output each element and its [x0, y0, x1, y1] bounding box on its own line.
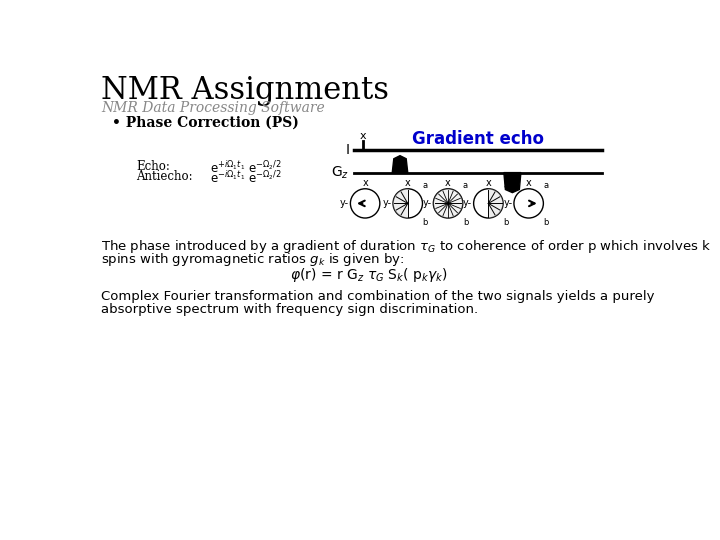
Text: The phase introduced by a gradient of duration $\tau_G$ to coherence of order p : The phase introduced by a gradient of du…	[101, 238, 711, 255]
Wedge shape	[433, 189, 463, 218]
Text: y-: y-	[463, 198, 472, 208]
Text: Complex Fourier transformation and combination of the two signals yields a purel: Complex Fourier transformation and combi…	[101, 289, 654, 302]
Text: y-: y-	[340, 198, 349, 208]
Text: absorptive spectrum with frequency sign discrimination.: absorptive spectrum with frequency sign …	[101, 303, 478, 316]
Text: a: a	[463, 181, 468, 190]
Text: x: x	[485, 178, 491, 188]
Text: b: b	[503, 218, 508, 227]
Text: a: a	[423, 181, 428, 190]
Text: a: a	[503, 181, 508, 190]
Text: Gradient echo: Gradient echo	[412, 130, 544, 148]
Wedge shape	[393, 189, 408, 218]
Text: e$^{-i\Omega_1 t_1}$ e$^{-\Omega_2/2}$: e$^{-i\Omega_1 t_1}$ e$^{-\Omega_2/2}$	[210, 170, 282, 186]
Text: e$^{+i\Omega_1 t_1}$ e$^{-\Omega_2/2}$: e$^{+i\Omega_1 t_1}$ e$^{-\Omega_2/2}$	[210, 160, 282, 176]
Text: NMR Data Processing Software: NMR Data Processing Software	[101, 101, 325, 115]
Text: a: a	[544, 181, 549, 190]
Polygon shape	[392, 156, 408, 173]
Text: x: x	[362, 178, 368, 188]
Text: x: x	[405, 178, 410, 188]
Text: b: b	[544, 218, 549, 227]
Text: y-: y-	[503, 198, 513, 208]
Text: G$_z$: G$_z$	[331, 164, 350, 181]
Text: $\varphi$(r) = r G$_z$ $\tau_G$ S$_k$( p$_k\gamma_k$): $\varphi$(r) = r G$_z$ $\tau_G$ S$_k$( p…	[290, 266, 448, 284]
Wedge shape	[488, 189, 503, 218]
Text: Antiecho:: Antiecho:	[137, 170, 193, 183]
Text: y-: y-	[423, 198, 432, 208]
Text: • Phase Correction (PS): • Phase Correction (PS)	[112, 116, 299, 130]
Text: I: I	[346, 143, 350, 157]
Text: spins with gyromagnetic ratios $g_k$ is given by:: spins with gyromagnetic ratios $g_k$ is …	[101, 251, 405, 268]
Text: b: b	[423, 218, 428, 227]
Polygon shape	[504, 173, 521, 193]
Text: x: x	[445, 178, 451, 188]
Text: Echo:: Echo:	[137, 160, 171, 173]
Text: x: x	[359, 131, 366, 141]
Text: NMR Assignments: NMR Assignments	[101, 75, 389, 106]
Text: x: x	[526, 178, 531, 188]
Text: y-: y-	[382, 198, 392, 208]
Text: b: b	[463, 218, 468, 227]
